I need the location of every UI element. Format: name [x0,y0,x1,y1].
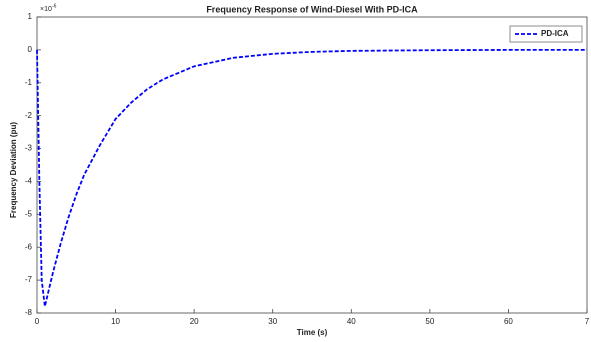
legend-label: PD-ICA [541,29,569,38]
plot-area [36,16,588,314]
y-tick-label: -1 [25,78,33,87]
y-tick-label: -3 [25,144,33,153]
x-tick-label: 7 [585,317,590,326]
y-tick-label: 1 [28,12,33,21]
data-line [36,48,587,307]
x-axis-label: Time (s) [297,328,328,337]
chart-title: Frequency Response of Wind-Diesel With P… [206,4,418,14]
x-tick-label: 20 [190,317,199,326]
x-tick-label: 60 [504,317,513,326]
y-tick-label: -2 [25,111,33,120]
x-tick-label: 50 [425,317,434,326]
y-scale-exponent: -6 [52,3,57,9]
y-tick-label: 0 [28,45,33,54]
x-tick-label: 40 [347,317,356,326]
y-tick-label: -8 [25,308,33,317]
y-tick-label: -4 [25,177,33,186]
legend-box [509,25,583,43]
x-tick-label: 30 [268,317,277,326]
x-tick-label: 10 [111,317,120,326]
x-tick-label: 0 [35,317,40,326]
y-axis-label: Frequency Deviation (pu) [9,122,18,218]
y-tick-label: -6 [25,242,33,251]
y-tick-label: -7 [25,275,33,284]
y-scale-base: ×10 [40,6,52,13]
y-tick-label: -5 [25,209,33,218]
